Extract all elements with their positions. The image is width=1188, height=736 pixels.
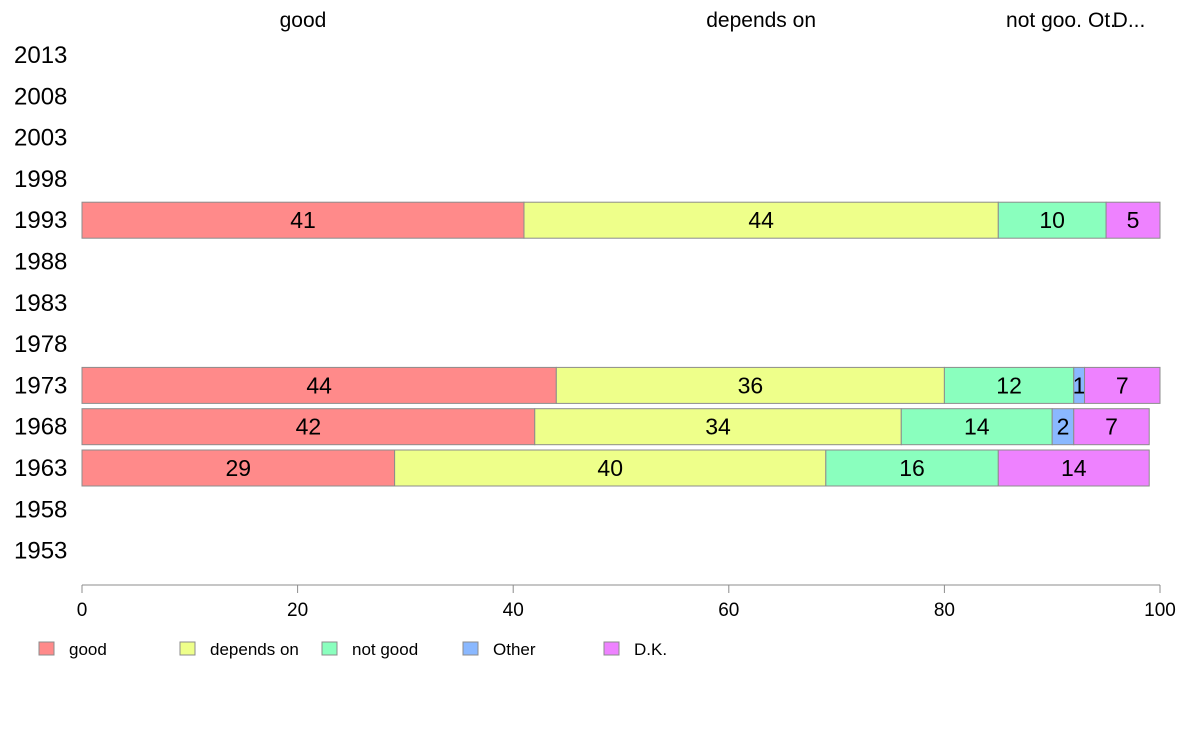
- legend-item-good: good: [38, 640, 107, 659]
- x-tick-label-20: 20: [287, 600, 308, 621]
- data-label-1968-good: 42: [296, 414, 322, 440]
- legend-label-good: good: [69, 640, 107, 659]
- top-label-not-goo: not goo.: [1006, 9, 1082, 32]
- legend-swatch-depends-on: [179, 641, 196, 656]
- year-label-2013: 2013: [14, 42, 67, 69]
- legend-item-not-good: not good: [321, 640, 418, 659]
- legend-label-other: Other: [493, 640, 536, 659]
- legend-item-d-k: D.K.: [603, 640, 667, 659]
- data-label-1993-not-good: 10: [1039, 207, 1065, 233]
- x-tick-label-80: 80: [934, 600, 955, 621]
- bar-row-1993: 41 44 10 5: [81, 201, 1161, 239]
- bar-1973-not-good: [943, 366, 1075, 404]
- x-tick-label-60: 60: [718, 600, 739, 621]
- data-label-1963-not-good: 16: [899, 455, 925, 481]
- bar-row-1968: 42 34 14 2 7: [81, 408, 1150, 446]
- x-axis: 0 20 40 60 80 100: [77, 584, 1176, 621]
- legend-item-other: Other: [462, 640, 536, 659]
- bar-1968-good: [81, 408, 536, 446]
- data-label-1993-d-k: 5: [1127, 207, 1140, 233]
- data-label-1963-d-k: 14: [1061, 455, 1087, 481]
- data-label-1968-d-k: 7: [1105, 414, 1118, 440]
- bar-row-1973: 44 36 12 1 7: [81, 366, 1161, 404]
- legend: good depends on not good Other D.K.: [38, 640, 667, 659]
- top-label-good: good: [280, 9, 327, 32]
- bar-1973-d-k: [1084, 366, 1161, 404]
- data-label-1968-other: 2: [1057, 414, 1070, 440]
- year-label-1978: 1978: [14, 331, 67, 358]
- bar-1993-d-k: [1105, 201, 1161, 239]
- legend-label-d-k: D.K.: [634, 640, 667, 659]
- year-label-2008: 2008: [14, 83, 67, 110]
- x-tick-label-40: 40: [503, 600, 524, 621]
- bars: 41 44 10 544 36 12 1 742 34 14 2 729 40 16 14: [81, 201, 1161, 487]
- bar-1963-d-k: [997, 449, 1150, 487]
- x-tick-label-0: 0: [77, 600, 88, 621]
- legend-label-not-good: not good: [352, 640, 418, 659]
- year-label-1993: 1993: [14, 207, 67, 234]
- year-label-1988: 1988: [14, 249, 67, 276]
- bar-1993-depends-on: [523, 201, 999, 239]
- legend-label-depends-on: depends on: [210, 640, 299, 659]
- data-label-1973-good: 44: [306, 372, 332, 398]
- year-label-1958: 1958: [14, 496, 67, 523]
- bar-1973-depends-on: [555, 366, 945, 404]
- top-label-depends-on: depends on: [706, 9, 816, 32]
- year-label-2003: 2003: [14, 125, 67, 152]
- bar-1963-depends-on: [394, 449, 827, 487]
- data-label-1963-good: 29: [226, 455, 252, 481]
- year-label-1973: 1973: [14, 372, 67, 399]
- legend-swatch-good: [38, 641, 55, 656]
- data-label-1973-not-good: 12: [996, 372, 1022, 398]
- bar-1968-d-k: [1073, 408, 1150, 446]
- year-label-1953: 1953: [14, 538, 67, 565]
- year-label-1998: 1998: [14, 166, 67, 193]
- data-label-1968-not-good: 14: [964, 414, 990, 440]
- top-label-d: D...: [1113, 9, 1146, 32]
- data-label-1973-d-k: 7: [1116, 372, 1129, 398]
- legend-swatch-other: [462, 641, 479, 656]
- year-label-1968: 1968: [14, 414, 67, 441]
- data-label-1963-depends-on: 40: [597, 455, 623, 481]
- data-label-1973-other: 1: [1073, 372, 1086, 398]
- bar-1973-good: [81, 366, 557, 404]
- bar-row-1963: 29 40 16 14: [81, 449, 1150, 487]
- legend-swatch-d-k: [603, 641, 620, 656]
- legend-item-depends-on: depends on: [179, 640, 299, 659]
- data-label-1993-good: 41: [290, 207, 316, 233]
- x-tick-label-100: 100: [1144, 600, 1176, 621]
- year-axis-labels: 2013 2008 2003 1998 1993 1988 1983 1978 1973 1968…: [14, 42, 67, 565]
- top-category-labels: good depends on not goo. Ot.D...: [280, 9, 1146, 32]
- legend-swatch-not-good: [321, 641, 338, 656]
- data-label-1993-depends-on: 44: [748, 207, 774, 233]
- bar-1963-good: [81, 449, 396, 487]
- year-label-1963: 1963: [14, 455, 67, 482]
- bar-1968-not-good: [900, 408, 1053, 446]
- data-label-1968-depends-on: 34: [705, 414, 731, 440]
- year-label-1983: 1983: [14, 290, 67, 317]
- data-label-1973-depends-on: 36: [738, 372, 764, 398]
- top-label-ot: Ot.: [1088, 9, 1116, 32]
- bar-1963-not-good: [825, 449, 999, 487]
